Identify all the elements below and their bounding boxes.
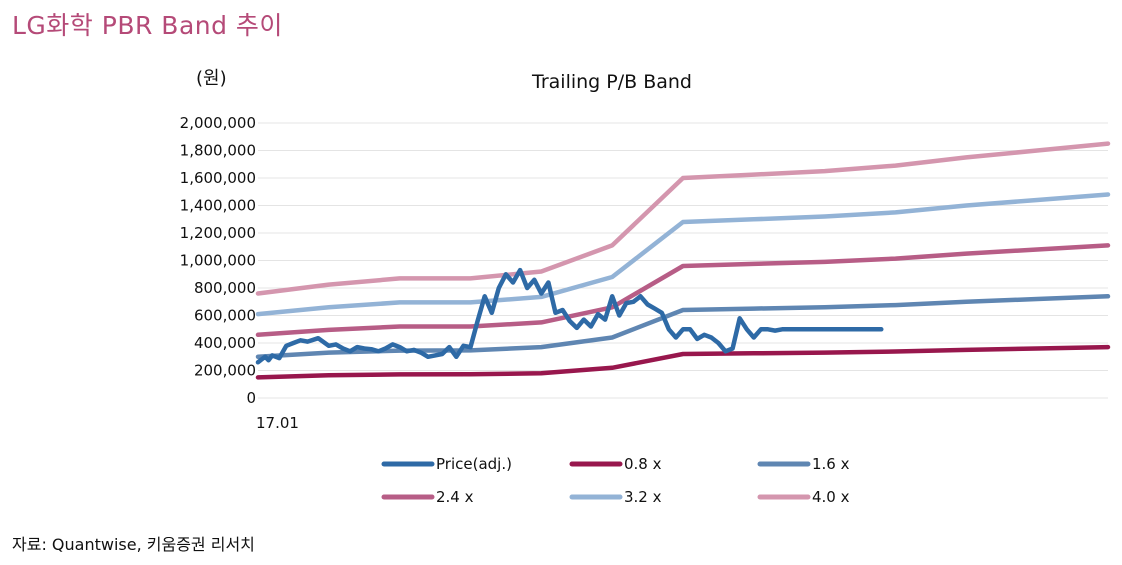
y-tick-label: 1,600,000 [180, 169, 256, 187]
y-tick-label: 800,000 [194, 279, 256, 297]
series-line-4-0-x [255, 141, 1111, 296]
legend-label: 4.0 x [812, 488, 850, 506]
page-title: LG화학 PBR Band 추이 [12, 11, 283, 40]
y-axis-unit-label: (원) [196, 68, 227, 89]
series-line-2-4-x [255, 243, 1111, 338]
grid-lines [258, 122, 1108, 399]
legend-label: Price(adj.) [436, 455, 512, 473]
y-tick-label: 1,400,000 [180, 197, 256, 215]
source-note: 자료: Quantwise, 키움증권 리서치 [12, 535, 255, 554]
legend-label: 3.2 x [624, 488, 662, 506]
y-tick-label: 1,000,000 [180, 252, 256, 270]
series-line-0-8-x [255, 344, 1111, 380]
y-tick-label: 0 [246, 389, 256, 407]
y-tick-label: 200,000 [194, 362, 256, 380]
legend: Price(adj.) 0.8 x 1.6 x 2.4 x 3.2 x 4.0 x [381, 455, 850, 506]
chart-title: Trailing P/B Band [531, 71, 692, 93]
x-tick-label: 17.01 [256, 414, 299, 432]
legend-label: 2.4 x [436, 488, 474, 506]
legend-label: 0.8 x [624, 455, 662, 473]
series-line-3-2-x [255, 192, 1111, 317]
series-line-1-6-x [255, 294, 1111, 360]
legend-label: 1.6 x [812, 455, 850, 473]
series-lines [255, 141, 1111, 380]
y-tick-label: 2,000,000 [180, 114, 256, 132]
y-tick-label: 600,000 [194, 307, 256, 325]
x-axis-ticks: 17.01 [256, 414, 299, 432]
y-tick-label: 1,200,000 [180, 224, 256, 242]
y-tick-label: 1,800,000 [180, 142, 256, 160]
y-axis-ticks: 0 200,000 400,000 600,000 800,000 1,000,000 1,… [180, 114, 256, 407]
y-tick-label: 400,000 [194, 334, 256, 352]
series-line-price-adj [255, 267, 884, 365]
